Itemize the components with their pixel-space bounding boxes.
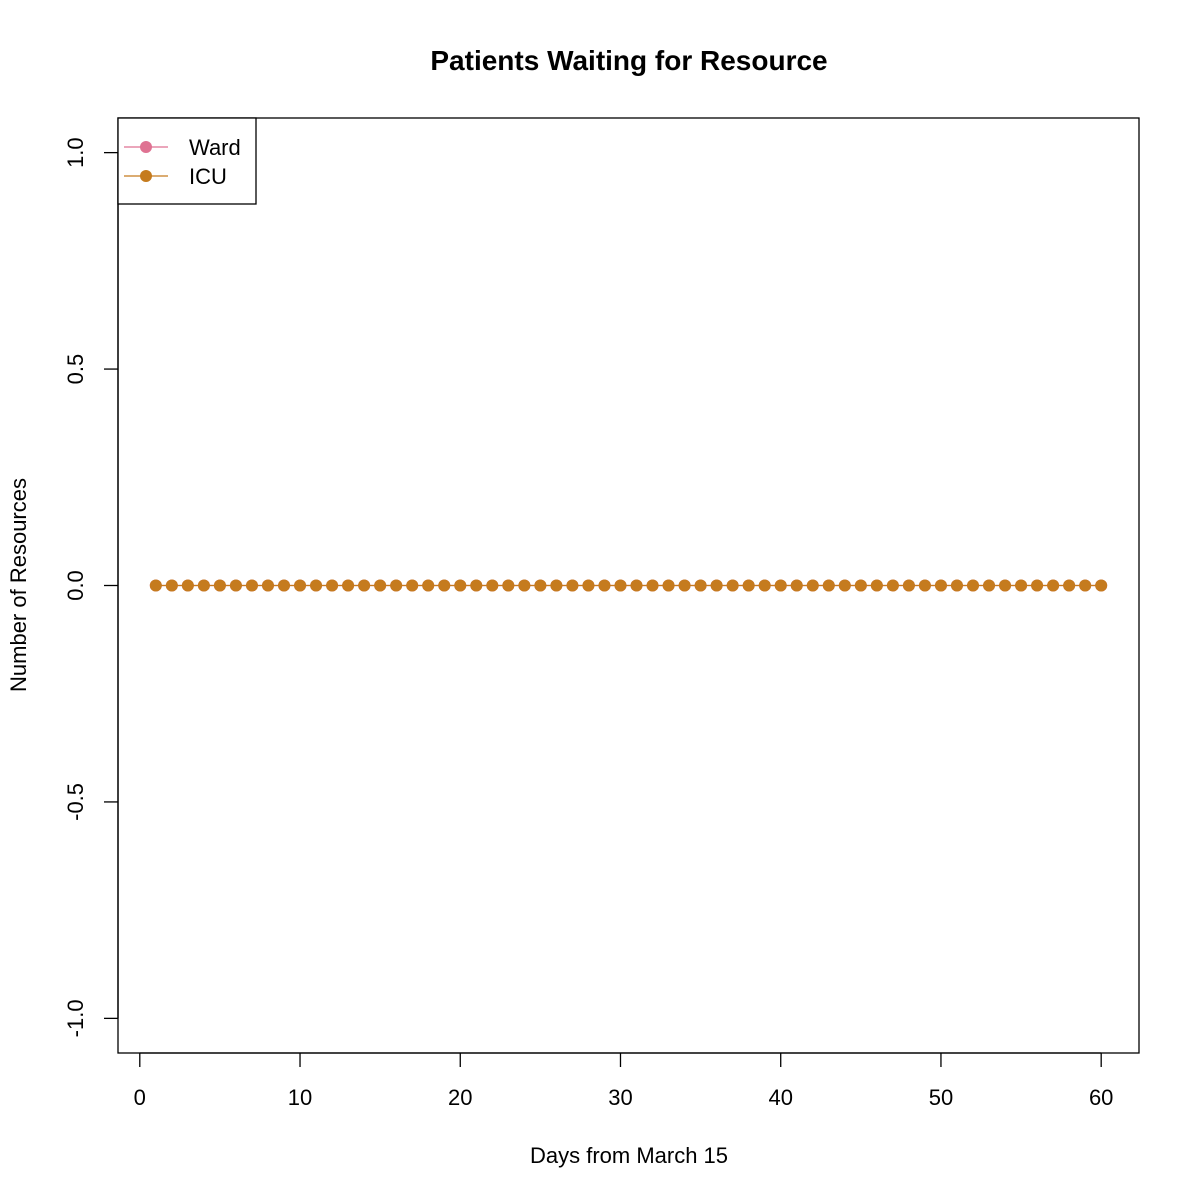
data-point-icu: [726, 579, 739, 592]
data-point-icu: [518, 579, 531, 592]
data-point-icu: [710, 579, 723, 592]
data-point-icu: [950, 579, 963, 592]
data-point-icu: [149, 579, 162, 592]
x-axis: 0 10 20 30 40 50 60: [134, 1052, 1113, 1110]
data-point-icu: [278, 579, 291, 592]
data-point-icu: [918, 579, 931, 592]
data-point-icu: [181, 579, 194, 592]
y-axis-label: Number of Resources: [6, 478, 31, 692]
y-tick-label: 1.0: [63, 137, 88, 168]
data-point-icu: [374, 579, 387, 592]
data-point-icu: [966, 579, 979, 592]
data-point-icu: [310, 579, 323, 592]
data-point-icu: [854, 579, 867, 592]
chart-title: Patients Waiting for Resource: [430, 45, 827, 76]
data-point-icu: [486, 579, 499, 592]
data-point-icu: [390, 579, 403, 592]
legend-item-ward: Ward: [124, 135, 241, 160]
data-point-icu: [406, 579, 419, 592]
data-point-icu: [358, 579, 371, 592]
data-point-icu: [326, 579, 339, 592]
x-tick-label: 10: [288, 1085, 312, 1110]
legend-box: [117, 117, 257, 205]
legend-marker: [140, 170, 152, 182]
y-tick-label: 0.0: [63, 570, 88, 601]
data-point-icu: [790, 579, 803, 592]
data-point-icu: [983, 579, 996, 592]
data-point-icu: [550, 579, 563, 592]
series-icu: [149, 579, 1108, 592]
data-point-icu: [758, 579, 771, 592]
data-point-icu: [229, 579, 242, 592]
data-point-icu: [999, 579, 1012, 592]
data-point-icu: [1015, 579, 1028, 592]
data-point-icu: [774, 579, 787, 592]
y-axis: -1.0 -0.5 0.0 0.5 1.0: [63, 137, 119, 1037]
x-tick-label: 50: [929, 1085, 953, 1110]
legend-item-icu: ICU: [124, 164, 227, 189]
data-point-icu: [213, 579, 226, 592]
data-point-icu: [245, 579, 258, 592]
data-point-icu: [630, 579, 643, 592]
x-tick-label: 60: [1089, 1085, 1113, 1110]
data-point-icu: [502, 579, 515, 592]
data-point-icu: [678, 579, 691, 592]
data-point-icu: [1031, 579, 1044, 592]
data-point-icu: [438, 579, 451, 592]
x-tick-label: 30: [608, 1085, 632, 1110]
y-tick-label: -1.0: [63, 999, 88, 1037]
data-point-icu: [342, 579, 355, 592]
data-point-icu: [165, 579, 178, 592]
legend-label: ICU: [189, 164, 227, 189]
data-point-icu: [902, 579, 915, 592]
data-point-icu: [1047, 579, 1060, 592]
legend: Ward ICU: [117, 117, 257, 205]
series-layer: [149, 579, 1108, 592]
data-point-icu: [454, 579, 467, 592]
data-point-icu: [662, 579, 675, 592]
x-tick-label: 20: [448, 1085, 472, 1110]
data-point-icu: [1095, 579, 1108, 592]
data-point-icu: [614, 579, 627, 592]
data-point-icu: [1079, 579, 1092, 592]
legend-label: Ward: [189, 135, 241, 160]
data-point-icu: [261, 579, 274, 592]
data-point-icu: [598, 579, 611, 592]
y-tick-label: 0.5: [63, 354, 88, 385]
legend-marker: [140, 141, 152, 153]
x-tick-label: 0: [134, 1085, 146, 1110]
data-point-icu: [870, 579, 883, 592]
data-point-icu: [582, 579, 595, 592]
x-axis-label: Days from March 15: [530, 1143, 728, 1168]
data-point-icu: [694, 579, 707, 592]
data-point-icu: [534, 579, 547, 592]
data-point-icu: [646, 579, 659, 592]
x-tick-label: 40: [768, 1085, 792, 1110]
data-point-icu: [886, 579, 899, 592]
data-point-icu: [294, 579, 307, 592]
data-point-icu: [822, 579, 835, 592]
data-point-icu: [934, 579, 947, 592]
data-point-icu: [566, 579, 579, 592]
y-tick-label: -0.5: [63, 783, 88, 821]
data-point-icu: [806, 579, 819, 592]
data-point-icu: [470, 579, 483, 592]
data-point-icu: [1063, 579, 1076, 592]
data-point-icu: [422, 579, 435, 592]
data-point-icu: [838, 579, 851, 592]
data-point-icu: [197, 579, 210, 592]
data-point-icu: [742, 579, 755, 592]
